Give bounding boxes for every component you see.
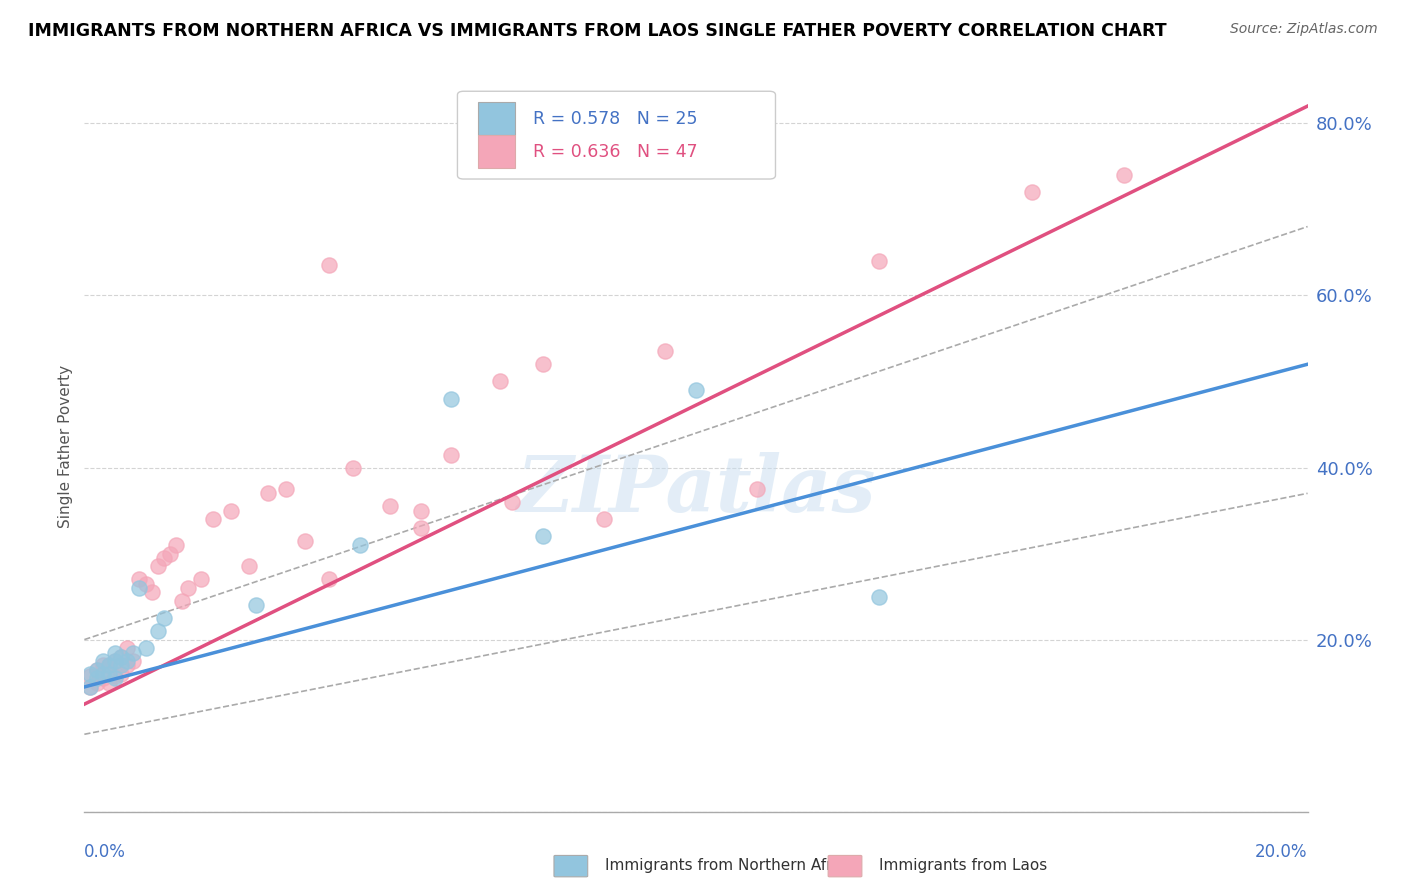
Point xyxy=(115,658,138,673)
Point xyxy=(115,654,138,668)
Point xyxy=(104,654,127,668)
Text: Immigrants from Northern Africa: Immigrants from Northern Africa xyxy=(605,858,855,872)
Point xyxy=(257,486,280,500)
Point xyxy=(1021,185,1043,199)
Point xyxy=(159,547,181,561)
Text: R = 0.578   N = 25: R = 0.578 N = 25 xyxy=(533,110,697,128)
Point xyxy=(380,500,402,514)
Point xyxy=(531,357,554,371)
Point xyxy=(440,392,463,406)
FancyBboxPatch shape xyxy=(457,91,776,179)
Text: Immigrants from Laos: Immigrants from Laos xyxy=(879,858,1047,872)
Point xyxy=(177,581,200,595)
Point xyxy=(531,529,554,543)
Point xyxy=(593,512,616,526)
Point xyxy=(104,671,127,685)
Point xyxy=(146,559,169,574)
Point xyxy=(654,344,676,359)
Point xyxy=(122,646,145,660)
Point xyxy=(238,559,260,574)
Point xyxy=(409,521,432,535)
Point xyxy=(219,503,242,517)
Y-axis label: Single Father Poverty: Single Father Poverty xyxy=(58,365,73,527)
Point xyxy=(294,533,316,548)
Point xyxy=(110,649,132,664)
Text: R = 0.636   N = 47: R = 0.636 N = 47 xyxy=(533,143,697,161)
Point xyxy=(190,573,212,587)
Point xyxy=(146,624,169,638)
Point xyxy=(141,585,163,599)
Point xyxy=(110,667,132,681)
Text: IMMIGRANTS FROM NORTHERN AFRICA VS IMMIGRANTS FROM LAOS SINGLE FATHER POVERTY CO: IMMIGRANTS FROM NORTHERN AFRICA VS IMMIG… xyxy=(28,22,1167,40)
Point xyxy=(489,375,512,389)
Point xyxy=(104,646,127,660)
Text: ZIPatlas: ZIPatlas xyxy=(516,451,876,528)
Point xyxy=(91,671,114,685)
Point xyxy=(172,594,194,608)
Text: Source: ZipAtlas.com: Source: ZipAtlas.com xyxy=(1230,22,1378,37)
Point xyxy=(747,482,769,496)
Point xyxy=(276,482,298,496)
Point xyxy=(1114,168,1136,182)
Point xyxy=(135,641,157,656)
Point xyxy=(201,512,224,526)
Bar xyxy=(478,103,515,136)
Bar xyxy=(478,136,515,168)
Point xyxy=(318,258,340,272)
Text: 0.0%: 0.0% xyxy=(84,843,127,861)
Point xyxy=(440,448,463,462)
Point xyxy=(97,675,120,690)
Point xyxy=(502,495,524,509)
Point xyxy=(79,667,101,681)
Point xyxy=(86,663,108,677)
Point xyxy=(115,641,138,656)
Point xyxy=(869,590,891,604)
Point xyxy=(153,550,176,565)
Point xyxy=(135,576,157,591)
Point xyxy=(685,383,707,397)
Point xyxy=(349,538,371,552)
Point xyxy=(91,654,114,668)
Point xyxy=(128,581,150,595)
Point xyxy=(86,663,108,677)
Point xyxy=(86,675,108,690)
Point xyxy=(128,573,150,587)
Point xyxy=(153,611,176,625)
Point xyxy=(91,667,114,681)
Text: 20.0%: 20.0% xyxy=(1256,843,1308,861)
Point xyxy=(97,667,120,681)
Point xyxy=(165,538,187,552)
Point xyxy=(79,680,101,694)
Point xyxy=(104,669,127,683)
Point xyxy=(104,654,127,668)
Point xyxy=(122,654,145,668)
Point xyxy=(318,573,340,587)
Point xyxy=(86,671,108,685)
Point xyxy=(79,680,101,694)
Point xyxy=(869,254,891,268)
Point xyxy=(342,460,364,475)
Point xyxy=(97,658,120,673)
Point xyxy=(79,669,101,683)
Point xyxy=(110,658,132,673)
Point xyxy=(110,649,132,664)
Point xyxy=(245,598,267,612)
Point xyxy=(409,503,432,517)
Point xyxy=(91,658,114,673)
Point xyxy=(97,658,120,673)
